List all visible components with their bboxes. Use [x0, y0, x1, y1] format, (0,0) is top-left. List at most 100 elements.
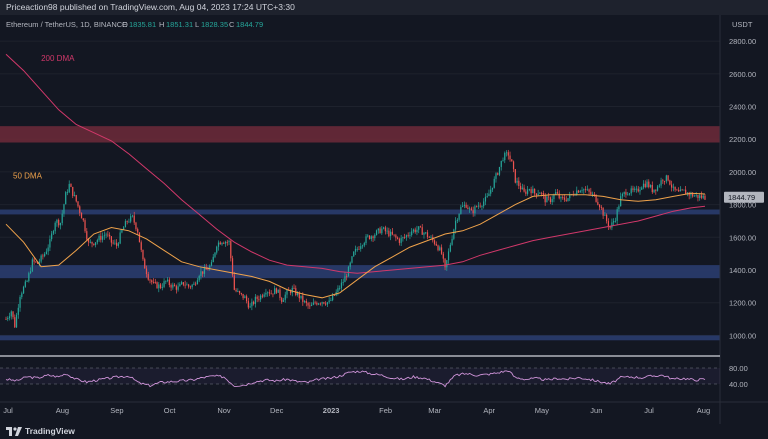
candle: [507, 149, 509, 160]
candle: [59, 222, 62, 230]
candle: [523, 184, 525, 193]
price-tick-label: 1400.00: [729, 266, 756, 275]
candle: [38, 258, 40, 267]
candle: [195, 281, 197, 287]
candle: [77, 201, 79, 208]
tradingview-logo-icon: [6, 427, 22, 436]
support-zone: [0, 265, 720, 279]
candle: [144, 257, 146, 269]
candle: [272, 293, 274, 298]
candle: [149, 278, 151, 284]
chart-background: [0, 15, 768, 424]
candle: [397, 236, 399, 240]
candle: [670, 180, 673, 192]
price-tick-label: 1000.00: [729, 331, 756, 340]
candle: [586, 185, 588, 191]
candle: [275, 287, 278, 294]
candle: [347, 265, 350, 277]
candle: [493, 176, 495, 189]
candle: [476, 205, 478, 208]
candle: [454, 217, 457, 234]
candle: [442, 251, 444, 263]
candle: [49, 235, 51, 252]
price-axis[interactable]: 2800.00 2600.00 2400.00 2200.00 2000.00 1800.…: [729, 37, 756, 340]
candle: [602, 207, 604, 219]
candle: [460, 204, 462, 215]
candle: [618, 204, 620, 212]
time-tick-label: Aug: [697, 406, 710, 415]
candle: [467, 204, 469, 210]
candle: [93, 243, 95, 246]
candle: [504, 151, 506, 164]
rsi-pane[interactable]: [0, 367, 720, 388]
time-axis[interactable]: Jul Aug Sep Oct Nov Dec 2023 Feb Mar Apr May Jun Jul…: [3, 406, 710, 415]
candle: [233, 271, 235, 291]
candle: [72, 186, 74, 199]
candle: [514, 169, 516, 184]
candle: [56, 218, 58, 227]
candle: [66, 189, 69, 196]
candle: [142, 249, 144, 261]
price-tick-label: 2800.00: [729, 37, 756, 46]
candle: [219, 241, 221, 245]
candle: [518, 177, 520, 190]
price-zones: [0, 126, 720, 341]
candle: [137, 227, 139, 235]
candle: [528, 188, 530, 192]
candle: [498, 166, 501, 177]
candle: [310, 302, 313, 307]
candle: [667, 175, 669, 182]
candle: [367, 234, 369, 238]
candle: [398, 237, 401, 246]
candle: [512, 160, 515, 173]
candlestick-series[interactable]: [5, 149, 706, 329]
ma200-label: 200 DMA: [41, 54, 75, 63]
candle: [221, 242, 223, 246]
candle: [277, 289, 279, 293]
candle: [68, 180, 70, 194]
candle: [704, 193, 706, 200]
candle: [490, 185, 492, 197]
candle: [35, 261, 37, 263]
candle: [44, 252, 46, 258]
candle: [158, 282, 160, 293]
ohlc-close: 1844.79: [236, 20, 263, 29]
candle: [660, 177, 662, 189]
candle: [279, 287, 281, 301]
candle: [73, 191, 76, 197]
candle: [226, 239, 228, 246]
candle: [100, 232, 102, 243]
candle: [526, 185, 529, 196]
candle: [462, 202, 464, 208]
candle: [231, 255, 234, 278]
ohlc-low-label: L: [195, 20, 199, 29]
price-chart[interactable]: 200 DMA 50 DMA Ethereum / TetherUS, 1D, …: [0, 15, 768, 424]
candle: [590, 187, 592, 196]
price-tick-label: 1600.00: [729, 233, 756, 242]
candle: [676, 188, 678, 191]
candle: [177, 282, 179, 292]
candle: [662, 178, 664, 184]
candle: [200, 267, 202, 280]
candle: [477, 202, 480, 210]
candle: [433, 239, 436, 246]
candle: [10, 310, 12, 320]
candle: [447, 248, 450, 264]
candle: [12, 311, 14, 320]
candle: [332, 292, 334, 302]
candle: [491, 187, 494, 192]
time-tick-label: 2023: [323, 406, 340, 415]
candle: [534, 188, 536, 196]
candle: [483, 198, 485, 209]
candle: [196, 277, 199, 285]
candle: [702, 194, 704, 200]
candle: [184, 280, 186, 289]
candle: [653, 189, 655, 193]
candle: [621, 192, 624, 199]
candle: [439, 245, 441, 251]
candle: [613, 218, 615, 226]
candle: [530, 186, 532, 197]
candle: [21, 291, 23, 300]
time-tick-label: Jul: [3, 406, 13, 415]
candle: [354, 245, 357, 255]
